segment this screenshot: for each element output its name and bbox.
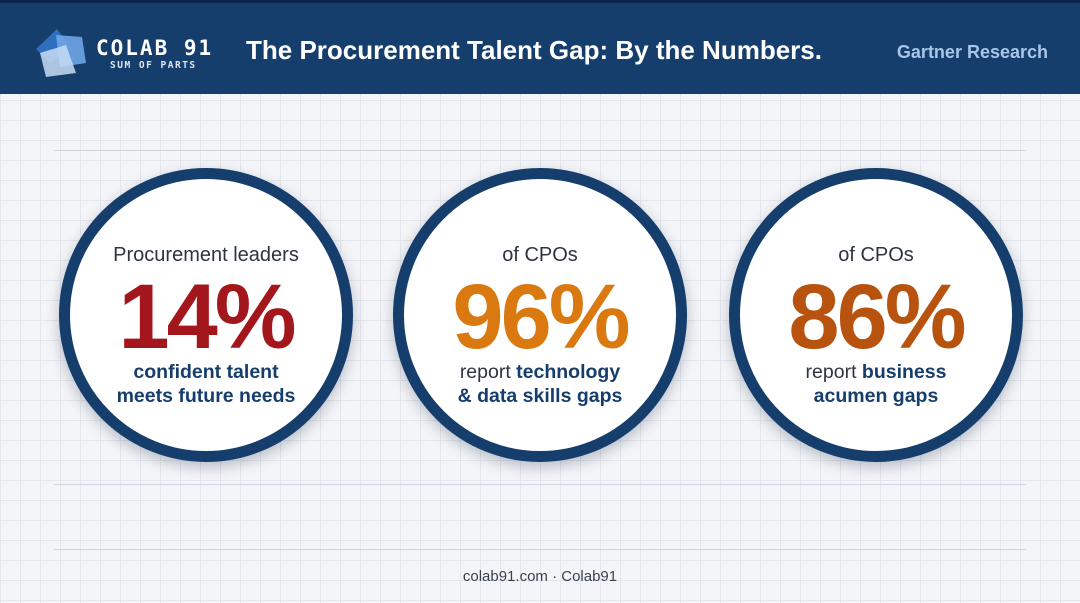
source-label: Gartner Research: [896, 42, 1048, 62]
stat-description-line-2: acumen gaps: [813, 385, 939, 407]
stat-description-line-1: report business: [740, 360, 1012, 384]
divider-bottom: [54, 549, 1026, 550]
divider-middle: [54, 484, 1026, 485]
stat-circle-technology-gaps: of CPOs 96% report technology & data ski…: [393, 168, 687, 462]
header-bar: COLAB 91 SUM OF PARTS The Procurement Ta…: [0, 0, 1080, 94]
footer-credit: colab91.com · Colab91: [462, 568, 618, 585]
divider-top: [54, 150, 1026, 151]
stat-description-strong: business: [861, 361, 947, 383]
stat-value: 96%: [452, 266, 630, 368]
stat-value: 14%: [118, 266, 296, 368]
page-title: The Procurement Talent Gap: By the Numbe…: [246, 35, 822, 65]
stat-description-line-1: report technology: [404, 360, 676, 384]
stat-label: Procurement leaders: [113, 244, 299, 266]
stat-description: report business acumen gaps: [740, 360, 1012, 408]
stat-circle-business-acumen-gaps: of CPOs 86% report business acumen gaps: [729, 168, 1023, 462]
stat-description: confident talent meets future needs: [70, 360, 342, 408]
stat-description-plain: report: [459, 361, 517, 383]
brand-name: COLAB 91: [96, 36, 214, 60]
stat-description: report technology & data skills gaps: [404, 360, 676, 408]
stat-description-line-2: meets future needs: [116, 385, 296, 407]
stat-label: of CPOs: [838, 244, 914, 266]
brand-tagline: SUM OF PARTS: [110, 60, 197, 71]
stat-description-plain: report: [805, 361, 862, 383]
stat-description-line-1: confident talent: [70, 360, 342, 384]
stat-value: 86%: [788, 266, 966, 368]
stat-description-strong: confident talent: [133, 361, 279, 383]
stat-circle-talent-confidence: Procurement leaders 14% confident talent…: [59, 168, 353, 462]
stat-description-strong: technology: [516, 361, 621, 383]
colab91-logo-icon: [36, 29, 86, 77]
stat-label: of CPOs: [502, 244, 578, 266]
stat-description-line-2: & data skills gaps: [457, 385, 623, 407]
